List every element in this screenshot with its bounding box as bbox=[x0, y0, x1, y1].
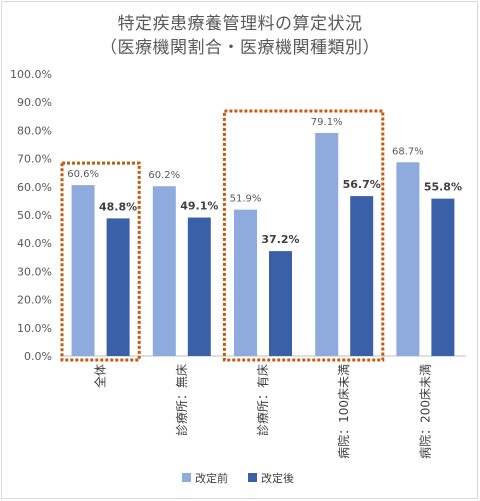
data-label-before: 79.1% bbox=[311, 117, 343, 128]
y-tick-label: 40.0% bbox=[17, 237, 52, 250]
bar-after-3 bbox=[350, 196, 374, 356]
legend-label-before: 改定前 bbox=[195, 471, 228, 485]
data-label-before: 60.2% bbox=[148, 170, 180, 181]
category-label: 病院：200床未満 bbox=[417, 364, 432, 459]
bar-after-0 bbox=[106, 218, 130, 356]
data-label-after: 49.1% bbox=[180, 200, 218, 213]
data-label-after: 55.8% bbox=[424, 181, 462, 194]
data-label-after: 48.8% bbox=[99, 200, 137, 213]
highlight-box bbox=[222, 109, 385, 362]
y-tick-label: 50.0% bbox=[17, 209, 52, 222]
y-tick-label: 20.0% bbox=[17, 294, 52, 307]
bar-after-2 bbox=[269, 251, 292, 356]
chart-title-line-2: （医療機関割合・医療機関種類別） bbox=[100, 38, 380, 58]
y-tick-label: 70.0% bbox=[17, 153, 52, 166]
data-label-before: 68.7% bbox=[392, 146, 424, 157]
bar-before-1 bbox=[152, 186, 176, 356]
y-tick-label: 30.0% bbox=[17, 265, 52, 278]
category-label: 診療所：無床 bbox=[174, 364, 189, 436]
y-tick-label: 60.0% bbox=[17, 181, 52, 194]
highlight-box bbox=[60, 161, 141, 362]
legend-label-after: 改定後 bbox=[261, 471, 294, 485]
y-tick-label: 0.0% bbox=[24, 350, 52, 363]
bar-before-4 bbox=[396, 162, 420, 356]
data-label-after: 37.2% bbox=[261, 233, 299, 246]
legend-swatch-after bbox=[248, 473, 257, 482]
chart-title-line-1: 特定疾患療養管理料の算定状況 bbox=[117, 14, 363, 34]
y-tick-label: 10.0% bbox=[17, 322, 52, 335]
legend-swatch-before bbox=[182, 473, 191, 482]
data-label-after: 56.7% bbox=[343, 178, 381, 191]
bar-after-4 bbox=[431, 198, 455, 356]
bar-before-3 bbox=[315, 132, 339, 356]
y-tick-label: 90.0% bbox=[17, 96, 52, 109]
y-tick-label: 80.0% bbox=[17, 124, 52, 137]
category-label: 全体 bbox=[93, 364, 108, 388]
bar-before-0 bbox=[71, 185, 95, 356]
y-tick-label: 100.0% bbox=[10, 68, 52, 81]
data-label-before: 51.9% bbox=[230, 194, 262, 205]
category-label: 病院：100床未満 bbox=[336, 364, 351, 459]
data-label-before: 60.6% bbox=[67, 169, 99, 180]
bar-after-1 bbox=[187, 217, 211, 356]
category-label: 診療所：有床 bbox=[255, 364, 270, 436]
bar-before-2 bbox=[234, 209, 257, 356]
